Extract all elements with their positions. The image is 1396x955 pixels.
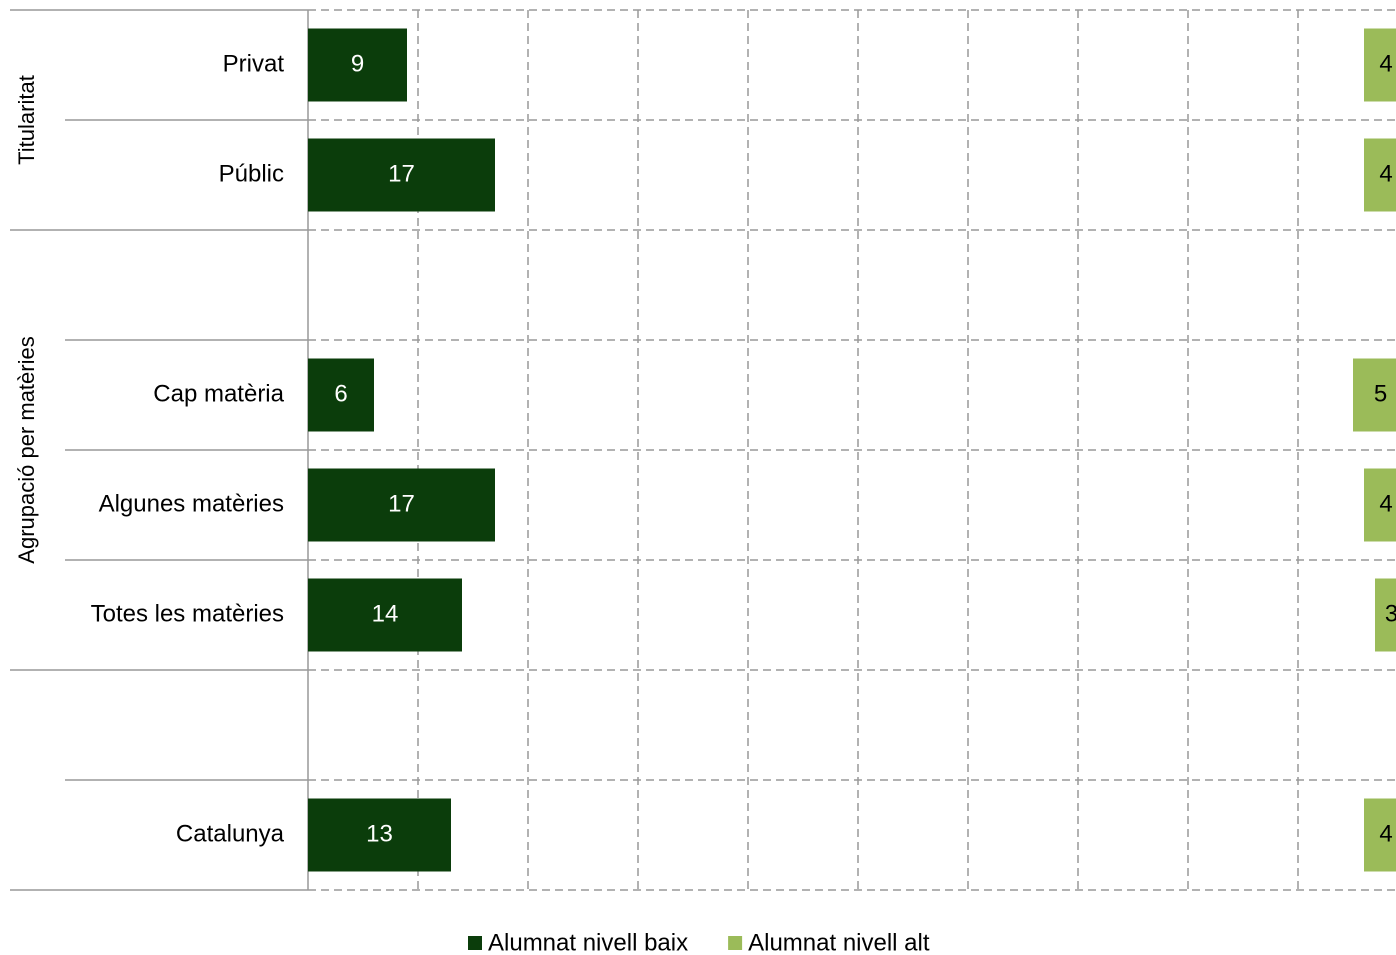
- value-label: 9: [351, 50, 364, 77]
- bar: [1364, 468, 1396, 542]
- bar: [308, 468, 495, 542]
- bar: [308, 798, 451, 872]
- value-label: 14: [372, 600, 399, 627]
- category-label: Cap matèria: [153, 380, 284, 407]
- category-label: Privat: [223, 50, 285, 77]
- value-label: 13: [366, 820, 393, 847]
- bar: [308, 28, 407, 102]
- group-label: Titularitat: [14, 75, 39, 165]
- bar: [1375, 578, 1396, 652]
- value-label: 4: [1379, 490, 1392, 517]
- value-label: 4: [1379, 160, 1392, 187]
- legend-swatch: [728, 936, 743, 950]
- value-label: 17: [388, 490, 415, 517]
- value-label: 4: [1379, 820, 1392, 847]
- bar: [308, 578, 462, 652]
- value-label: 5: [1374, 380, 1387, 407]
- value-label: 3: [1385, 600, 1396, 627]
- bar: [1364, 798, 1396, 872]
- value-label: 17: [388, 160, 415, 187]
- legend-swatch: [468, 936, 482, 950]
- category-label: Algunes matèries: [99, 490, 284, 517]
- bar: [1364, 28, 1396, 102]
- category-label: Totes les matèries: [91, 600, 284, 627]
- value-label: 6: [334, 380, 347, 407]
- bar: [1353, 358, 1396, 432]
- value-label: 4: [1379, 50, 1392, 77]
- bar: [308, 138, 495, 212]
- bar: [1364, 138, 1396, 212]
- group-label: Agrupació per matèries: [14, 336, 39, 563]
- category-label: Públic: [219, 160, 284, 187]
- legend-label: Alumnat nivell baix: [488, 929, 688, 955]
- bar: [308, 358, 374, 432]
- category-label: Catalunya: [176, 820, 285, 847]
- legend-label: Alumnat nivell alt: [748, 929, 930, 955]
